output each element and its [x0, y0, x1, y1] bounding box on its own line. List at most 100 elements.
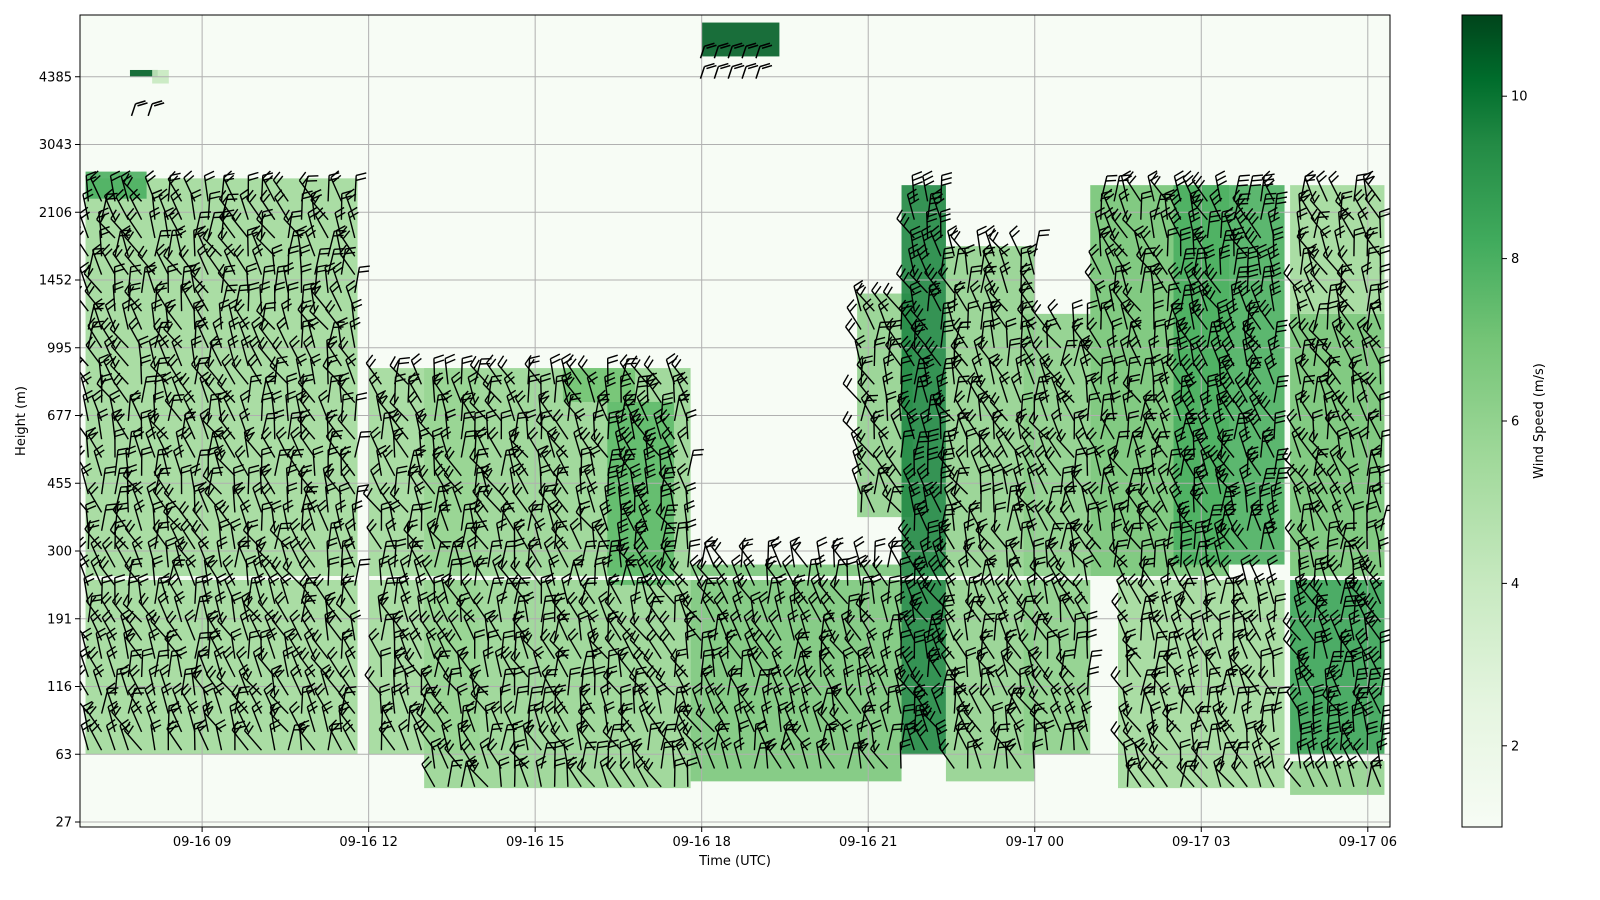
wind-barb	[998, 371, 1011, 403]
wind-barb	[807, 591, 822, 623]
wind-barb	[1161, 703, 1182, 733]
wind-barb	[646, 628, 662, 660]
wind-barb	[909, 593, 929, 623]
wind-barb	[1321, 337, 1342, 367]
wind-barb	[1064, 700, 1076, 733]
wind-barb	[842, 374, 862, 404]
wind-barb	[217, 611, 236, 641]
wind-barb	[846, 299, 862, 330]
wind-barb	[913, 501, 926, 531]
wind-barb	[1231, 738, 1248, 769]
wind-barb	[1179, 738, 1191, 769]
wind-barb	[255, 228, 276, 257]
wind-barb	[1122, 374, 1142, 404]
wind-barb	[629, 463, 642, 495]
wind-barb	[370, 462, 383, 495]
wind-barb	[80, 645, 91, 678]
wind-barb	[122, 594, 143, 623]
wind-barb	[1180, 445, 1195, 477]
wind-barb	[872, 445, 889, 477]
wind-barb	[474, 557, 489, 586]
wind-barb	[87, 427, 103, 458]
wind-barb	[382, 701, 396, 733]
wind-barb	[269, 520, 289, 550]
wind-barb	[364, 666, 382, 696]
wind-barb	[935, 719, 948, 751]
wind-barb	[1310, 719, 1323, 751]
wind-barb	[926, 428, 939, 458]
wind-barb	[607, 448, 623, 476]
wind-barb	[703, 536, 716, 568]
wind-barb	[1191, 171, 1208, 202]
wind-barb	[1348, 575, 1368, 605]
wind-barb	[1313, 481, 1328, 513]
wind-barb	[629, 612, 649, 641]
wind-barb	[1311, 701, 1324, 732]
wind-barb	[608, 573, 622, 605]
wind-barb	[916, 463, 930, 495]
wind-barb	[1061, 353, 1075, 385]
wind-barb	[1124, 300, 1142, 330]
wind-barb-upper	[130, 100, 148, 117]
wind-barb	[407, 463, 423, 495]
wind-barb	[919, 408, 933, 440]
wind-barb	[269, 703, 289, 733]
wind-barb	[1260, 647, 1272, 678]
wind-barb	[1159, 408, 1171, 440]
wind-barb	[124, 282, 143, 312]
wind-barb	[1261, 755, 1275, 788]
wind-barb	[450, 371, 463, 403]
wind-barb	[327, 556, 340, 586]
wind-barb	[950, 483, 969, 513]
wind-barb	[1206, 209, 1221, 239]
wind-barb	[566, 756, 582, 788]
wind-barb	[163, 483, 183, 513]
wind-barb	[1140, 225, 1155, 257]
wind-barb	[669, 557, 689, 587]
wind-barb	[140, 409, 152, 440]
wind-barb	[130, 700, 143, 733]
wind-barb	[900, 703, 915, 732]
y-tick-label: 455	[47, 477, 72, 492]
wind-barb	[989, 392, 1009, 422]
x-tick-label: 09-16 15	[506, 835, 564, 850]
wind-barb	[633, 520, 648, 550]
wind-barb-upper	[727, 62, 745, 79]
wind-barb	[243, 721, 263, 751]
wind-barb	[1352, 683, 1368, 714]
wind-barb	[885, 464, 902, 495]
wind-barb	[1148, 722, 1168, 751]
wind-barb-upper	[699, 62, 717, 79]
wind-barb	[1379, 504, 1390, 531]
wind-barb	[896, 209, 915, 239]
wind-barb	[1273, 410, 1286, 440]
wind-barb	[1125, 756, 1142, 788]
wind-barb	[1309, 575, 1328, 605]
wind-barb	[1004, 629, 1022, 660]
wind-barb	[1213, 517, 1227, 550]
wind-barb	[217, 227, 236, 257]
wind-barb	[202, 466, 222, 495]
wind-barb	[909, 225, 922, 257]
wind-barb	[604, 371, 616, 403]
wind-barb	[1245, 445, 1262, 477]
wind-barb	[1309, 190, 1328, 221]
wind-barb	[963, 702, 982, 733]
wind-barb	[952, 628, 969, 660]
wind-barb	[184, 609, 196, 641]
wind-barb	[247, 629, 261, 659]
wind-barb	[854, 334, 866, 367]
wind-barb	[145, 426, 157, 458]
wind-barb	[470, 684, 489, 715]
wind-barb	[872, 555, 889, 587]
wind-barb	[257, 647, 276, 678]
wind-barb	[598, 590, 610, 623]
wind-barb	[247, 464, 260, 495]
wind-barb	[514, 518, 529, 550]
wind-barb	[938, 518, 950, 550]
wind-barb	[1353, 667, 1369, 696]
wind-barb	[922, 353, 935, 385]
wind-barb	[847, 593, 860, 623]
wind-barb	[614, 426, 628, 458]
wind-barb	[1188, 298, 1201, 330]
